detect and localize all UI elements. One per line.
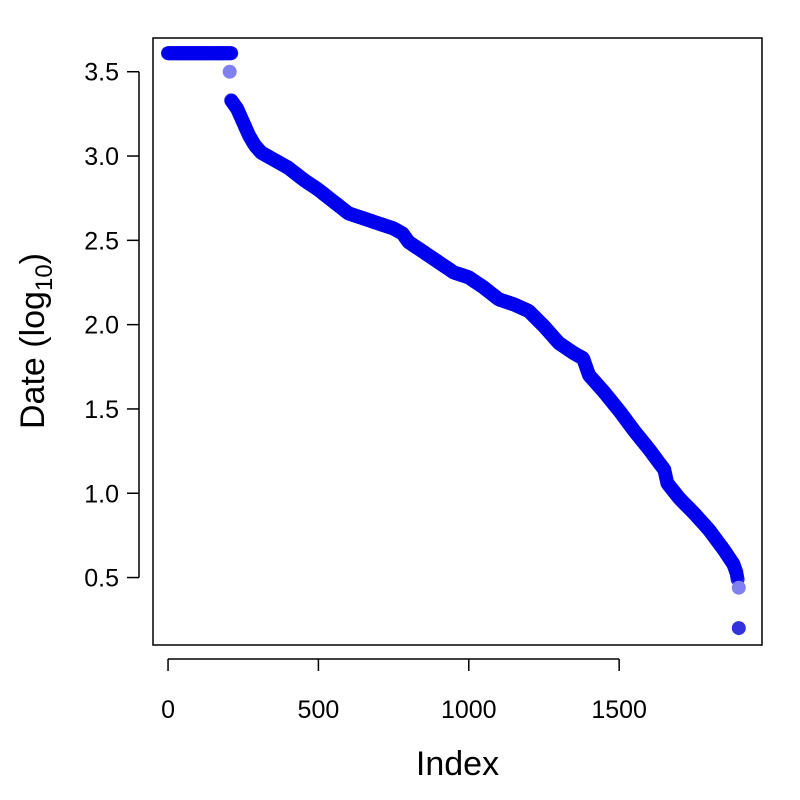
- plot-frame: [152, 37, 763, 646]
- y-axis-title: Date (log10): [14, 253, 58, 429]
- y-axis-title-main: Date (log: [14, 291, 52, 429]
- data-point: [731, 621, 746, 636]
- y-axis: 0.5 1.0 1.5 2.0 2.5 3.0 3.5: [84, 59, 140, 593]
- y-tick-label: 2.5: [84, 227, 119, 255]
- x-tick-label: 0: [161, 696, 175, 724]
- x-tick-label: 1500: [591, 696, 647, 724]
- y-tick-label: 3.0: [84, 143, 119, 171]
- data-points: [161, 46, 746, 636]
- x-tick-label: 1000: [441, 696, 497, 724]
- x-axis: 0 500 1000 1500: [161, 658, 647, 724]
- data-point: [224, 46, 239, 61]
- x-axis-title: Index: [416, 745, 499, 783]
- y-tick-label: 0.5: [84, 565, 119, 593]
- y-tick-label: 1.5: [84, 396, 119, 424]
- y-tick-label: 1.0: [84, 480, 119, 508]
- data-point: [222, 64, 237, 79]
- y-axis-title-subscript: 10: [31, 264, 58, 291]
- y-axis-title-close: ): [14, 253, 52, 264]
- x-tick-label: 500: [298, 696, 340, 724]
- y-tick-label: 3.5: [84, 59, 119, 87]
- data-point: [731, 580, 746, 595]
- y-tick-label: 2.0: [84, 312, 119, 340]
